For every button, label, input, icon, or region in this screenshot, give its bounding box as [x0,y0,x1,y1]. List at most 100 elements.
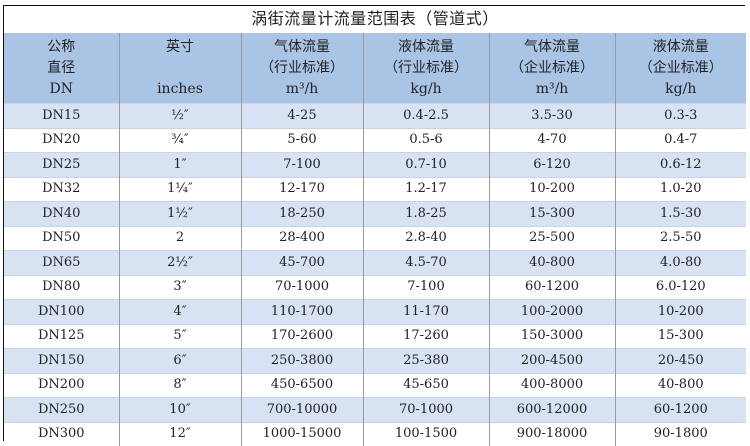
cell-liquid-flow-industry: 11-170 [362,299,489,324]
cell-gas-flow-enterprise: 100-2000 [488,299,615,324]
cell-gas-flow-industry: 7-100 [240,152,363,177]
header-nominal-diameter: 公称 直径 DN [4,32,119,104]
header-line [120,58,241,79]
cell-nominal-diameter: DN300 [4,421,119,446]
header-line: 气体流量 [274,38,330,55]
cell-gas-flow-enterprise: 25-500 [488,225,615,251]
cell-nominal-diameter: DN32 [4,176,119,202]
cell-gas-flow-industry: 28-400 [240,225,363,251]
cell-gas-flow-enterprise: 150-3000 [488,323,615,349]
cell-liquid-flow-enterprise: 15-300 [614,323,747,349]
header-line: m³/h [535,80,569,97]
cell-inches: 4″ [118,299,241,324]
cell-liquid-flow-industry: 100-1500 [362,421,489,446]
cell-gas-flow-industry: 110-1700 [240,299,363,324]
table-row: DN150 6″ 250-3800 25-380 200-4500 20-450 [4,348,747,373]
cell-liquid-flow-enterprise: 6.0-120 [614,274,747,300]
cell-liquid-flow-enterprise: 60-1200 [614,397,747,422]
cell-liquid-flow-enterprise: 0.6-12 [614,152,747,177]
header-row: 公称 直径 DN 英寸 inches 气体流量 （行业标准） m³/h 液体流量 （行业标准） k… [4,32,747,104]
table-row: DN65 2½″ 45-700 4.5-70 40-800 4.0-80 [4,250,747,275]
cell-nominal-diameter: DN25 [4,152,119,177]
cell-gas-flow-industry: 1000-15000 [240,421,363,446]
cell-gas-flow-enterprise: 200-4500 [488,348,615,373]
header-line: （企业标准） [510,59,594,76]
cell-gas-flow-enterprise: 15-300 [488,201,615,226]
cell-inches: 1″ [118,152,241,177]
cell-gas-flow-industry: 700-10000 [240,397,363,422]
cell-inches: 2 [118,225,241,251]
cell-nominal-diameter: DN80 [4,274,119,300]
table-row: DN125 5″ 170-2600 17-260 150-3000 15-300 [4,323,747,349]
cell-liquid-flow-industry: 17-260 [362,323,489,349]
cell-inches: 6″ [118,348,241,373]
cell-gas-flow-industry: 70-1000 [240,274,363,300]
cell-nominal-diameter: DN100 [4,299,119,324]
cell-nominal-diameter: DN250 [4,397,119,422]
header-line: kg/h [410,80,442,97]
cell-nominal-diameter: DN150 [4,348,119,373]
cell-gas-flow-industry: 45-700 [240,250,363,275]
cell-gas-flow-enterprise: 6-120 [488,152,615,177]
cell-gas-flow-enterprise: 600-12000 [488,397,615,422]
cell-gas-flow-industry: 250-3800 [240,348,363,373]
header-inches: 英寸 inches [118,32,241,104]
cell-nominal-diameter: DN40 [4,201,119,226]
cell-gas-flow-industry: 4-25 [240,103,363,128]
table-row: DN15 ½″ 4-25 0.4-2.5 3.5-30 0.3-3 [4,103,747,128]
cell-inches: ¾″ [118,127,241,153]
cell-liquid-flow-industry: 45-650 [362,372,489,398]
flow-range-table: 涡街流量计流量范围表（管道式） 公称 直径 DN 英寸 inches 气体流量 （行业标准… [4,6,747,446]
cell-inches: ½″ [118,103,241,128]
cell-liquid-flow-enterprise: 0.3-3 [614,103,747,128]
table-title: 涡街流量计流量范围表（管道式） [4,6,747,33]
flow-range-table-frame: 涡街流量计流量范围表（管道式） 公称 直径 DN 英寸 inches 气体流量 （行业标准… [3,5,747,446]
cell-inches: 10″ [118,397,241,422]
cell-liquid-flow-industry: 0.4-2.5 [362,103,489,128]
table-row: DN32 1¼″ 12-170 1.2-17 10-200 1.0-20 [4,176,747,202]
cell-gas-flow-industry: 450-6500 [240,372,363,398]
cell-liquid-flow-enterprise: 2.5-50 [614,225,747,251]
header-line: m³/h [285,80,319,97]
header-gas-flow-enterprise: 气体流量 （企业标准） m³/h [488,32,615,104]
cell-liquid-flow-enterprise: 0.4-7 [614,127,747,153]
cell-gas-flow-enterprise: 900-18000 [488,421,615,446]
cell-liquid-flow-enterprise: 90-1800 [614,421,747,446]
cell-nominal-diameter: DN125 [4,323,119,349]
table-row: DN100 4″ 110-1700 11-170 100-2000 10-200 [4,299,747,324]
cell-liquid-flow-enterprise: 40-800 [614,372,747,398]
cell-gas-flow-enterprise: 10-200 [488,176,615,202]
cell-gas-flow-industry: 18-250 [240,201,363,226]
cell-gas-flow-enterprise: 40-800 [488,250,615,275]
header-line: （行业标准） [384,59,468,76]
header-line: 液体流量 [398,38,454,55]
cell-liquid-flow-industry: 2.8-40 [362,225,489,251]
cell-liquid-flow-industry: 1.2-17 [362,176,489,202]
cell-inches: 3″ [118,274,241,300]
header-line: 液体流量 [652,38,709,55]
cell-gas-flow-enterprise: 3.5-30 [488,103,615,128]
table-row: DN300 12″ 1000-15000 100-1500 900-18000 90-18… [4,421,747,446]
cell-inches: 1¼″ [118,176,241,202]
cell-liquid-flow-industry: 7-100 [362,274,489,300]
cell-gas-flow-enterprise: 400-8000 [488,372,615,398]
header-line: inches [157,80,203,97]
cell-gas-flow-industry: 12-170 [240,176,363,202]
cell-inches: 8″ [118,372,241,398]
header-gas-flow-industry: 气体流量 （行业标准） m³/h [240,32,363,104]
cell-gas-flow-enterprise: 4-70 [488,127,615,153]
table-row: DN80 3″ 70-1000 7-100 60-1200 6.0-120 [4,274,747,300]
table-row: DN20 ¾″ 5-60 0.5-6 4-70 0.4-7 [4,127,747,153]
header-line: DN [49,80,73,97]
cell-nominal-diameter: DN20 [4,127,119,153]
cell-liquid-flow-industry: 70-1000 [362,397,489,422]
cell-liquid-flow-enterprise: 1.0-20 [614,176,747,202]
cell-nominal-diameter: DN15 [4,103,119,128]
header-line: （行业标准） [260,59,344,76]
table-title-row: 涡街流量计流量范围表（管道式） [4,6,747,33]
cell-liquid-flow-industry: 0.5-6 [362,127,489,153]
cell-liquid-flow-enterprise: 20-450 [614,348,747,373]
header-liquid-flow-industry: 液体流量 （行业标准） kg/h [362,32,489,104]
header-line: 公称 [47,38,76,55]
header-line: 英寸 [166,38,194,55]
